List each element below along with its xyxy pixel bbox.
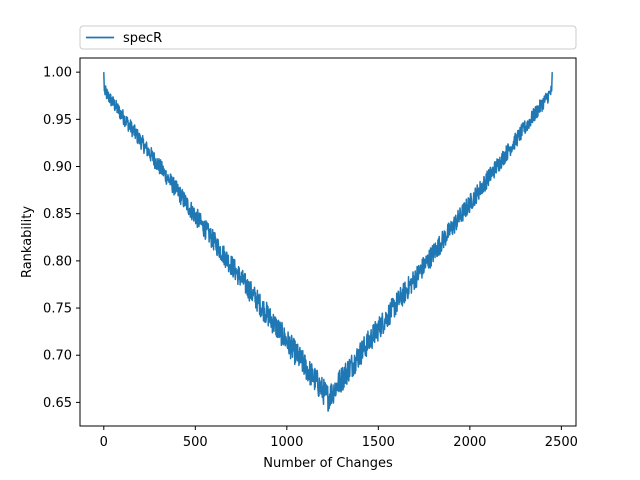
y-tick-label: 0.70	[43, 349, 72, 364]
legend-box	[79, 25, 577, 50]
y-tick-label: 1.00	[43, 66, 72, 81]
series-line-specR	[103, 72, 553, 412]
plot-frame	[79, 57, 577, 427]
legend-entry-specR: specR	[123, 31, 162, 46]
y-tick-label: 0.75	[43, 302, 72, 317]
y-tick-label: 0.85	[43, 207, 72, 222]
x-axis-label: Number of Changes	[263, 456, 393, 471]
series-layer	[103, 72, 553, 412]
legend: specR	[79, 25, 577, 50]
y-tick-label: 0.95	[43, 113, 72, 128]
x-tick-label: 1000	[270, 435, 303, 450]
x-tick-label: 0	[100, 435, 108, 450]
y-tick-label: 0.80	[43, 254, 72, 269]
x-tick-label: 2000	[453, 435, 486, 450]
y-axis-label: Rankability	[20, 206, 35, 278]
x-tick-label: 500	[183, 435, 208, 450]
x-axis-ticks: 0 500 1000 1500 2000 2500	[100, 426, 578, 450]
y-tick-label: 0.90	[43, 160, 72, 175]
y-tick-label: 0.65	[43, 396, 72, 411]
x-tick-label: 2500	[545, 435, 578, 450]
y-axis-ticks: 0.65 0.70 0.75 0.80 0.85 0.90 0.95 1.00	[43, 66, 80, 411]
plot-area: 0 500 1000 1500 2000 2500 0.65 0.70 0.75 0.80 0.8…	[43, 57, 578, 450]
x-tick-label: 1500	[362, 435, 395, 450]
